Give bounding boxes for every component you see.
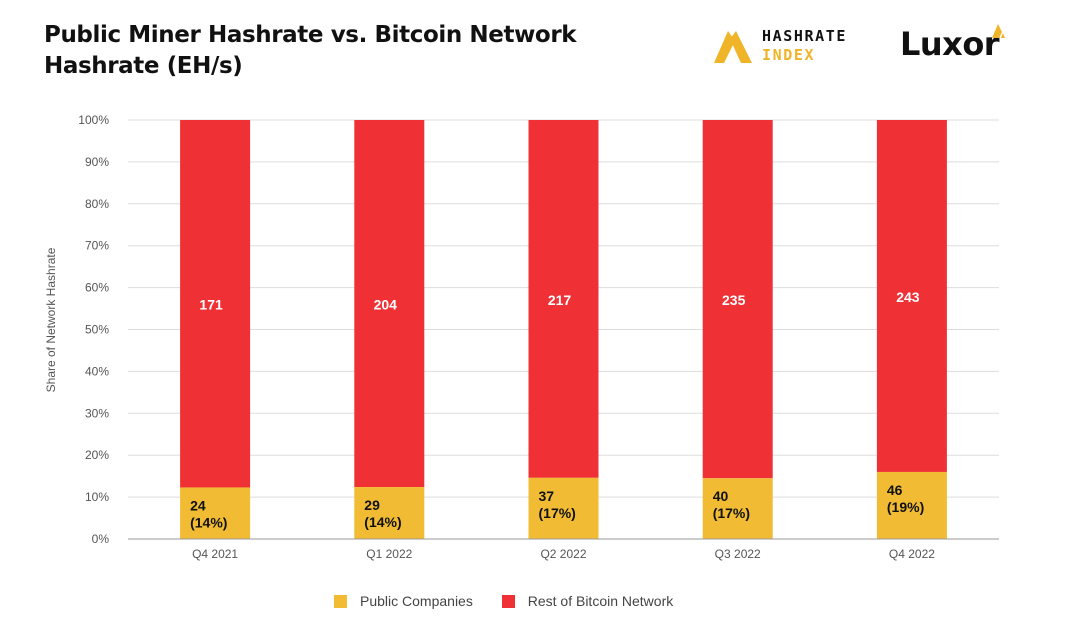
y-tick-label: 20% — [85, 448, 109, 462]
hashrate-index-line-2: INDEX — [762, 46, 816, 64]
chart-legend: Public Companies Rest of Bitcoin Network — [334, 593, 698, 611]
bars — [180, 120, 947, 539]
data-labels: 17124(14%)20429(14%)21737(17%)23540(17%)… — [190, 289, 924, 530]
y-tick-label: 0% — [92, 532, 110, 546]
hashrate-index-line-1: HASHRATE — [762, 27, 848, 45]
chart-title: Public Miner Hashrate vs. Bitcoin Networ… — [44, 20, 577, 82]
x-tick-label: Q2 2022 — [540, 547, 586, 561]
y-axis-ticks: 0% 10% 20% 30% 40% 50% 60% 70% 80% 90% 100% — [78, 113, 109, 546]
data-label-rest: 243 — [896, 289, 920, 305]
bar-rest-of-network — [528, 120, 599, 478]
data-label-public-percent: (14%) — [190, 514, 227, 530]
bar-public-companies — [528, 477, 599, 539]
x-tick-label: Q1 2022 — [366, 547, 412, 561]
legend-swatch-rest — [501, 594, 515, 608]
luxor-logo-icon — [992, 24, 1005, 38]
y-tick-label: 70% — [85, 239, 109, 253]
bar-rest-of-network — [180, 120, 251, 488]
y-tick-label: 90% — [85, 155, 109, 169]
luxor-logo: Luxor — [900, 22, 1020, 66]
bar-public-companies — [180, 487, 251, 539]
y-tick-label: 10% — [85, 490, 109, 504]
bar-rest-of-network — [354, 120, 425, 488]
luxor-wordmark: Luxor — [900, 25, 1000, 63]
data-label-rest: 171 — [199, 297, 223, 313]
bar-public-companies — [354, 487, 425, 539]
legend-swatch-public — [334, 594, 347, 608]
x-tick-label: Q3 2022 — [715, 547, 761, 561]
data-label-rest: 235 — [722, 292, 746, 308]
data-label-public-value: 24 — [190, 497, 206, 513]
data-label-public-value: 40 — [713, 488, 729, 504]
bar-public-companies — [702, 478, 773, 539]
data-label-public-value: 29 — [364, 497, 380, 513]
hashrate-index-logo: HASHRATE INDEX — [714, 27, 874, 69]
y-tick-label: 100% — [78, 113, 109, 127]
data-label-public-percent: (14%) — [364, 514, 401, 530]
y-tick-label: 30% — [85, 406, 109, 420]
bar-rest-of-network — [876, 120, 947, 472]
y-tick-label: 50% — [85, 323, 109, 337]
bar-public-companies — [876, 471, 947, 539]
legend-label-public: Public Companies — [360, 593, 473, 609]
bar-rest-of-network — [702, 120, 773, 479]
y-tick-label: 80% — [85, 197, 109, 211]
x-tick-label: Q4 2021 — [192, 547, 238, 561]
y-tick-label: 60% — [85, 281, 109, 295]
hashrate-index-wordmark: HASHRATE INDEX — [762, 27, 847, 65]
data-label-rest: 217 — [548, 292, 572, 308]
legend-label-rest: Rest of Bitcoin Network — [527, 593, 674, 609]
data-label-rest: 204 — [374, 297, 398, 313]
chart-title-line-2: Hashrate (EH/s) — [44, 53, 243, 79]
legend-item-public: Public Companies — [334, 593, 473, 609]
data-label-public-percent: (17%) — [539, 505, 576, 521]
hashrate-index-logo-icon — [714, 31, 752, 63]
legend-item-rest: Rest of Bitcoin Network — [501, 593, 674, 609]
data-label-public-percent: (17%) — [713, 505, 750, 521]
x-tick-label: Q4 2022 — [889, 547, 935, 561]
y-axis-label: Share of Network Hashrate — [44, 247, 58, 392]
data-label-public-percent: (19%) — [887, 499, 924, 515]
chart-title-line-1: Public Miner Hashrate vs. Bitcoin Networ… — [44, 22, 577, 48]
x-axis-ticks: Q4 2021 Q1 2022 Q2 2022 Q3 2022 Q4 2022 — [192, 547, 935, 561]
data-label-public-value: 46 — [887, 482, 903, 498]
y-tick-label: 40% — [85, 364, 109, 378]
data-label-public-value: 37 — [539, 488, 555, 504]
